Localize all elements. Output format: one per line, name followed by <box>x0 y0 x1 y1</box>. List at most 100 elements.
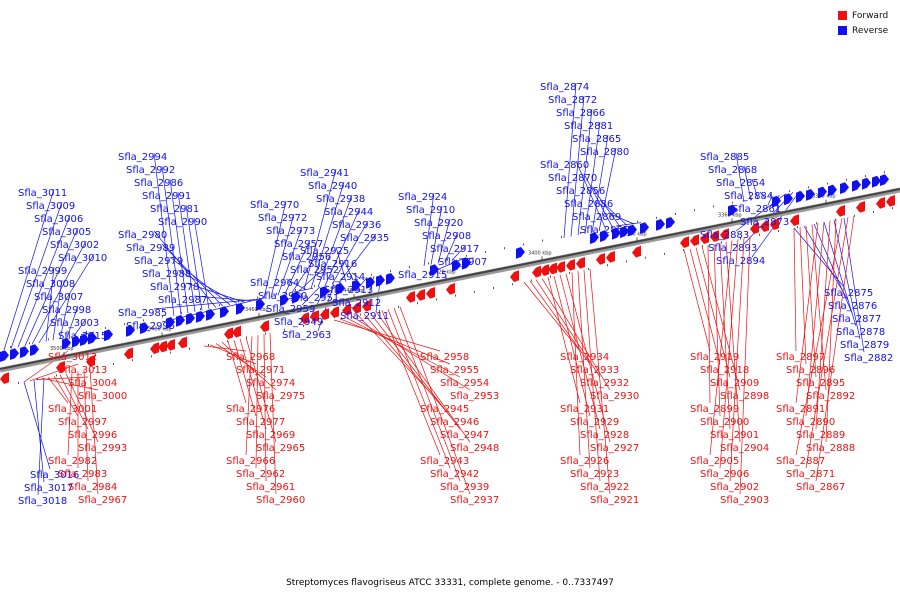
leader-line <box>793 227 845 288</box>
gene-label: Sfla_3012 <box>48 352 97 363</box>
minor-tick <box>797 226 798 229</box>
minor-tick <box>846 178 847 181</box>
minor-tick <box>884 171 885 174</box>
gene-label: Sfla_2907 <box>438 257 487 268</box>
minor-tick <box>675 213 676 215</box>
forward-gene-arrow <box>760 220 769 232</box>
minor-tick <box>485 251 486 253</box>
leader-line <box>193 217 210 310</box>
minor-tick <box>75 370 76 373</box>
leader-line <box>547 277 581 404</box>
leader-line <box>203 345 247 352</box>
gene-label: Sfla_2990 <box>158 217 207 228</box>
leader-line <box>233 339 257 417</box>
gene-label: Sfla_2963 <box>282 330 331 341</box>
legend-label: Reverse <box>852 25 889 36</box>
leader-line <box>80 331 95 335</box>
gene-label: Sfla_2887 <box>776 456 825 467</box>
reverse-gene-arrow <box>30 344 39 356</box>
leader-line <box>795 223 819 404</box>
gene-label: Sfla_2944 <box>324 207 373 218</box>
gene-label: Sfla_2928 <box>580 430 629 441</box>
leader-line <box>53 375 79 417</box>
gene-label: Sfla_2973 <box>266 226 315 237</box>
gene-label: Sfla_2980 <box>118 230 167 241</box>
leader-line <box>29 363 79 382</box>
leader-line <box>833 219 861 340</box>
reverse-gene-arrow <box>376 275 385 287</box>
minor-tick <box>474 290 475 293</box>
leader-line <box>301 286 321 306</box>
minor-tick <box>56 374 57 377</box>
minor-tick <box>854 214 855 217</box>
leader-line <box>66 305 79 338</box>
gene-label: Sfla_2861 <box>732 204 781 215</box>
forward-gene-arrow <box>342 303 351 316</box>
minor-tick <box>447 258 448 261</box>
axis-tick-label: 3480 kbp <box>148 326 172 332</box>
gene-label: Sfla_2921 <box>590 495 639 506</box>
gene-label: Sfla_3007 <box>34 292 83 303</box>
leader-line <box>37 377 45 496</box>
gene-label: Sfla_2902 <box>710 482 759 493</box>
gene-label: Sfla_3001 <box>48 404 97 415</box>
leader-line <box>437 218 451 264</box>
leader-line <box>563 82 577 239</box>
gene-label: Sfla_2985 <box>118 308 167 319</box>
reverse-gene-arrow <box>280 294 289 306</box>
gene-label: Sfla_2933 <box>570 365 619 376</box>
forward-gene-arrow <box>330 306 339 318</box>
forward-gene-arrow <box>310 310 319 322</box>
legend: Forward Reverse <box>838 8 888 38</box>
leader-line <box>335 246 347 282</box>
minor-tick <box>436 298 437 301</box>
minor-tick <box>341 317 342 320</box>
gene-label: Sfla_2935 <box>340 233 389 244</box>
minor-tick <box>398 306 399 308</box>
leader-line <box>153 152 175 317</box>
forward-gene-arrow <box>224 327 233 340</box>
gene-label: Sfla_3000 <box>78 391 127 402</box>
leader-line <box>577 108 593 236</box>
leader-line <box>529 280 591 365</box>
reverse-gene-arrow <box>206 309 215 321</box>
leader-line <box>795 218 843 456</box>
gene-label: Sfla_2854 <box>716 178 765 189</box>
forward-gene-arrow <box>532 265 541 278</box>
gene-label: Sfla_2984 <box>68 482 117 493</box>
leader-line <box>177 191 196 312</box>
minor-tick <box>835 218 836 221</box>
leader-line <box>52 279 63 341</box>
gene-label: Sfla_2939 <box>440 482 489 493</box>
reverse-gene-arrow <box>590 232 599 244</box>
minor-tick <box>721 241 722 244</box>
gene-label: Sfla_2957 <box>274 239 323 250</box>
gene-label: Sfla_2968 <box>226 352 275 363</box>
gene-label: Sfla_2879 <box>840 340 889 351</box>
gene-label: Sfla_2915 <box>398 270 447 281</box>
leader-line <box>47 376 69 404</box>
gene-label: Sfla_2908 <box>422 231 471 242</box>
reverse-gene-arrow <box>640 222 649 234</box>
leader-line <box>263 200 287 299</box>
gene-label: Sfla_2977 <box>236 417 285 428</box>
minor-tick <box>713 205 714 208</box>
genome-caption: Streptomyces flavogriseus ATCC 33331, co… <box>286 578 614 588</box>
gene-label: Sfla_2940 <box>308 181 357 192</box>
gene-label: Sfla_2881 <box>564 121 613 132</box>
forward-gene-arrow <box>886 195 895 207</box>
leader-line <box>291 252 319 293</box>
gene-label: Sfla_2950 <box>258 291 307 302</box>
minor-tick <box>409 266 410 269</box>
minor-tick <box>295 289 296 291</box>
gene-label: Sfla_2955 <box>430 365 479 376</box>
legend-swatch <box>838 11 847 20</box>
minor-tick <box>618 224 619 227</box>
minor-tick <box>181 311 182 314</box>
leader-line <box>683 249 711 352</box>
leader-line <box>331 220 369 285</box>
reverse-gene-arrow <box>20 346 29 358</box>
minor-tick <box>265 332 266 335</box>
gene-label: Sfla_2931 <box>560 404 609 415</box>
forward-gene-arrow <box>856 201 865 213</box>
